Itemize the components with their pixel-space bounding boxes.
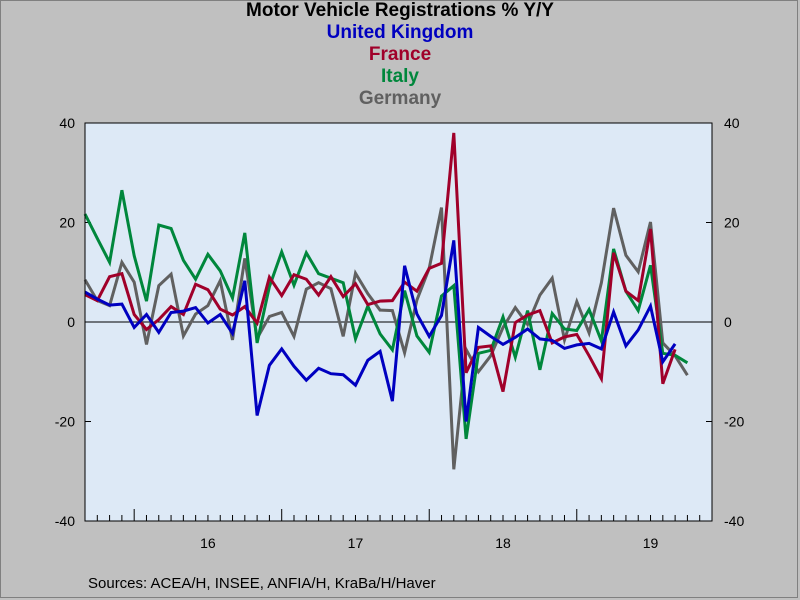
subtitle-united-kingdom: United Kingdom bbox=[326, 22, 474, 43]
subtitle-germany: Germany bbox=[358, 88, 442, 109]
y-tick-label-left: 40 bbox=[59, 115, 75, 131]
subtitle-italy: Italy bbox=[380, 66, 420, 87]
x-year-label: 17 bbox=[348, 535, 364, 551]
source-note: Sources: ACEA/H, INSEE, ANFIA/H, KraBa/H… bbox=[88, 575, 436, 592]
y-tick-label-left: 0 bbox=[67, 314, 75, 330]
series-line-italy bbox=[83, 189, 689, 440]
x-year-label: 16 bbox=[200, 535, 216, 551]
y-tick-label-right: 0 bbox=[724, 314, 732, 330]
series-line-france bbox=[84, 132, 677, 392]
x-year-label: 18 bbox=[495, 535, 511, 551]
subtitle-france: France bbox=[368, 44, 432, 65]
chart-titles: Motor Vehicle Registrations % Y/Y United… bbox=[0, 0, 800, 110]
x-year-label: 19 bbox=[643, 535, 659, 551]
y-tick-label-left: 20 bbox=[59, 215, 75, 231]
y-tick-label-right: -20 bbox=[724, 414, 744, 430]
y-tick-label-right: 40 bbox=[724, 115, 740, 131]
y-tick-label-right: -40 bbox=[724, 513, 744, 529]
y-tick-label-left: -40 bbox=[55, 513, 75, 529]
chart-title: Motor Vehicle Registrations % Y/Y bbox=[246, 0, 554, 21]
plot-border bbox=[84, 122, 713, 522]
series-line-united-kingdom bbox=[84, 240, 677, 422]
y-tick-label-right: 20 bbox=[724, 215, 740, 231]
series-line-germany bbox=[83, 207, 689, 470]
y-tick-label-left: -20 bbox=[55, 414, 75, 430]
